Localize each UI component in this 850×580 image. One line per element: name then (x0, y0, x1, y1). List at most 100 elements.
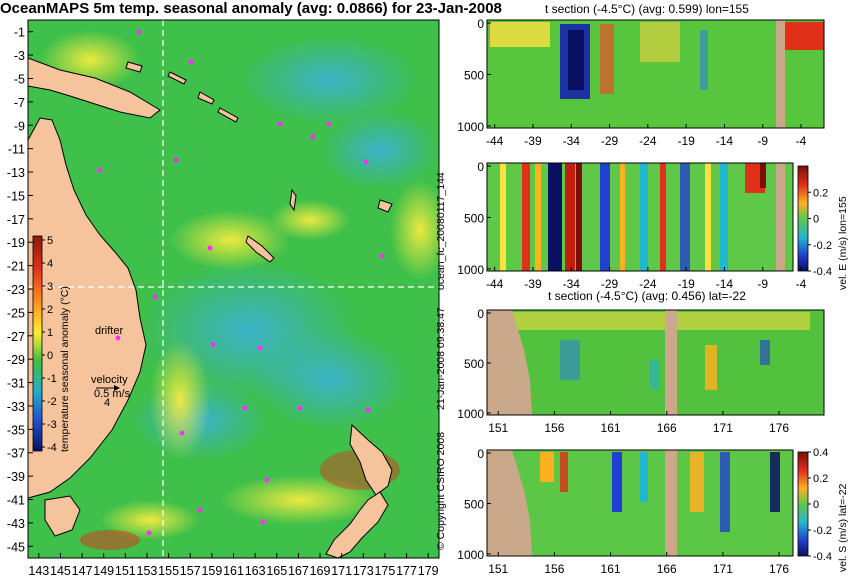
map-x-tick-label: 151 (115, 564, 136, 578)
section-y-tick-label: 1000 (457, 548, 484, 562)
map-x-tick-label: 159 (201, 564, 222, 578)
temp-colorbar-tick-label: 3 (47, 281, 53, 293)
map-x-tick-label: 175 (374, 564, 395, 578)
map-x-tick-label: 167 (288, 564, 309, 578)
panel4-y-ticks: 0 500 1000 (457, 447, 491, 562)
section-y-tick-label: 500 (464, 68, 484, 82)
section-x-tick-label: 166 (657, 421, 677, 435)
section-y-tick-label: 1000 (457, 263, 484, 277)
velocity-arrowhead (114, 385, 120, 391)
map-x-tick-label: 147 (72, 564, 93, 578)
section-y-tick-label: 0 (477, 17, 484, 31)
section-y-tick-label: 500 (464, 357, 484, 371)
map-y-tick-label: -21 (7, 260, 25, 274)
vel-colorbar-tick-label: 0.4 (813, 447, 828, 459)
section-x-tick-label: -14 (716, 134, 734, 148)
panel4-colorbar-ticks: 0.4 0.2 0 -0.2 -0.4 (808, 447, 832, 563)
vel-colorbar-tick-label: 0 (813, 499, 819, 511)
temp-colorbar-ticks: 5 4 3 2 1 0 -1 -2 -3 -4 (42, 235, 57, 454)
map-y-tick-label: -9 (14, 119, 25, 133)
section-y-tick-label: 500 (464, 497, 484, 511)
map-x-ticks: 143 145 147 149 151 153 155 157 159 161 163 165 167 1… (28, 553, 439, 578)
section-x-tick-label: -14 (716, 277, 734, 291)
section-x-tick-label: -9 (757, 277, 768, 291)
section-x-tick-label: -34 (563, 277, 581, 291)
section-x-tick-label: 161 (601, 421, 621, 435)
panel2-y-ticks: 0 500 1000 (457, 160, 491, 277)
map-x-tick-label: 145 (50, 564, 71, 578)
section-x-tick-label: 176 (769, 421, 789, 435)
section-x-tick-label: -34 (563, 134, 581, 148)
map-x-tick-label: 149 (93, 564, 114, 578)
map-y-tick-label: -33 (7, 400, 25, 414)
anomaly-value: 4 (104, 397, 110, 409)
map-y-tick-label: -13 (7, 166, 25, 180)
map-y-tick-label: -29 (7, 353, 25, 367)
vel-colorbar-tick-label: -0.2 (813, 240, 832, 252)
map-y-tick-label: -37 (7, 447, 25, 461)
temp-colorbar-tick-label: 0 (47, 350, 53, 362)
section-x-tick-label: 171 (713, 421, 733, 435)
velocity-label: velocity (91, 374, 128, 386)
map-y-tick-label: -19 (7, 236, 25, 250)
section-x-tick-label: 151 (488, 562, 508, 576)
section-x-tick-label: 161 (601, 562, 621, 576)
temp-colorbar-tick-label: 2 (47, 304, 53, 316)
vel-colorbar-tick-label: 0.2 (813, 187, 828, 199)
section-x-tick-label: 151 (488, 421, 508, 435)
section-x-tick-label: -4 (796, 134, 807, 148)
vel-s-label: vel. S (m/s) lat=-22 (837, 483, 849, 572)
run-id: ocean_fc_20080117_144 (435, 172, 447, 290)
map-y-ticks: -1 -3 -5 -7 -9 -11 -13 -15 -17 -19 -21 -23 -25 -27 -29… (7, 26, 33, 554)
drifter-label: drifter (95, 325, 123, 337)
copyright: © Copyright CSIRO 2008 (435, 432, 447, 550)
section-y-tick-label: 0 (477, 307, 484, 321)
section-x-tick-label: -39 (524, 277, 542, 291)
section-x-tick-label: 156 (544, 421, 564, 435)
panel-vel-s (486, 449, 809, 557)
panel4-x-ticks: 151 156 161 166 171 176 (488, 552, 789, 576)
main-title: OceanMAPS 5m temp. seasonal anomaly (avg… (0, 0, 502, 17)
map-y-tick-label: -7 (14, 96, 25, 110)
map-y-tick-label: -5 (14, 72, 25, 86)
section-x-tick-label: 156 (544, 562, 564, 576)
map-y-tick-label: -11 (8, 143, 25, 157)
map-x-tick-label: 157 (180, 564, 201, 578)
map-y-tick-label: -31 (7, 377, 25, 391)
panel1-y-ticks: 0 500 1000 (457, 17, 491, 134)
section-y-tick-label: 1000 (457, 120, 484, 134)
timestamp: 21-Jan-2008 09:38:47 (435, 307, 447, 410)
section-x-tick-label: -29 (601, 277, 619, 291)
section-x-tick-label: -44 (486, 277, 504, 291)
map-panel: 5 4 3 2 1 0 -1 -2 -3 -4 temperature seasonal anom… (7, 19, 440, 578)
section-x-tick-label: -9 (757, 134, 768, 148)
map-x-tick-label: 169 (310, 564, 331, 578)
temp-colorbar-tick-label: 5 (47, 235, 53, 247)
temp-colorbar-tick-label: -1 (47, 373, 57, 385)
map-y-tick-label: -43 (7, 517, 25, 531)
map-y-tick-label: -45 (7, 540, 25, 554)
section-x-tick-label: -4 (796, 277, 807, 291)
map-x-tick-label: 161 (223, 564, 244, 578)
vel-colorbar-tick-label: -0.4 (813, 266, 832, 278)
temp-colorbar (32, 235, 43, 452)
section-title-lat: t section (-4.5°C) (avg: 0.456) lat=-22 (548, 289, 746, 303)
panel2-colorbar-ticks: 0.2 0 -0.2 -0.4 (808, 187, 832, 278)
section-x-tick-label: -19 (677, 134, 695, 148)
section-x-tick-label: 171 (713, 562, 733, 576)
section-y-tick-label: 0 (477, 447, 484, 461)
section-x-tick-label: -44 (486, 134, 504, 148)
section-y-tick-label: 0 (477, 160, 484, 174)
map-x-tick-label: 171 (331, 564, 352, 578)
map-y-tick-label: -15 (7, 189, 25, 203)
section-x-tick-label: 166 (657, 562, 677, 576)
panel-vel-e (486, 162, 809, 272)
map-y-tick-label: -17 (7, 213, 25, 227)
map-y-tick-label: -3 (14, 49, 25, 63)
section-x-tick-label: -39 (524, 134, 542, 148)
section-x-tick-label: -24 (639, 134, 657, 148)
map-x-tick-label: 153 (137, 564, 158, 578)
map-x-tick-label: 177 (396, 564, 417, 578)
map-x-tick-label: 165 (266, 564, 287, 578)
panel-temp-lat (486, 309, 825, 416)
